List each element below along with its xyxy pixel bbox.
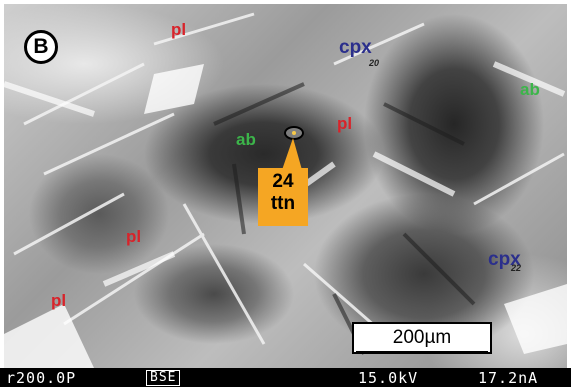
titanite-callout: 24 ttn [258, 168, 308, 226]
panel-label-badge: B [24, 30, 58, 64]
mineral-label-pl: pl [51, 291, 67, 310]
beam-current-readout: 17.2nA [478, 369, 539, 387]
scale-bar-line [356, 351, 488, 354]
callout-number: 24 [272, 171, 294, 192]
mineral-label-pl: pl [126, 227, 142, 246]
mineral-label-cpx: cpx [488, 249, 521, 270]
sem-info-bar: r200.0P BSE 15.0kV 17.2nA [0, 368, 571, 387]
detector-mode-badge: BSE [146, 370, 181, 386]
analysis-point-number: 20 [369, 58, 380, 68]
mineral-label-ab: ab [236, 130, 256, 149]
crystal-texture [4, 12, 567, 368]
analysis-spot-dot [292, 131, 296, 135]
analysis-point-number: 22 [511, 263, 522, 273]
bse-micrograph [4, 4, 567, 368]
magnification-readout: r200.0P [6, 369, 77, 387]
mineral-label-pl: pl [171, 20, 187, 39]
voltage-readout: 15.0kV [358, 369, 419, 387]
mineral-label-cpx: cpx [339, 37, 372, 58]
mineral-label-pl: pl [337, 114, 353, 133]
scale-bar-label: 200µm [352, 322, 492, 354]
mineral-label-ab: ab [520, 80, 540, 99]
callout-mineral: ttn [270, 193, 296, 214]
